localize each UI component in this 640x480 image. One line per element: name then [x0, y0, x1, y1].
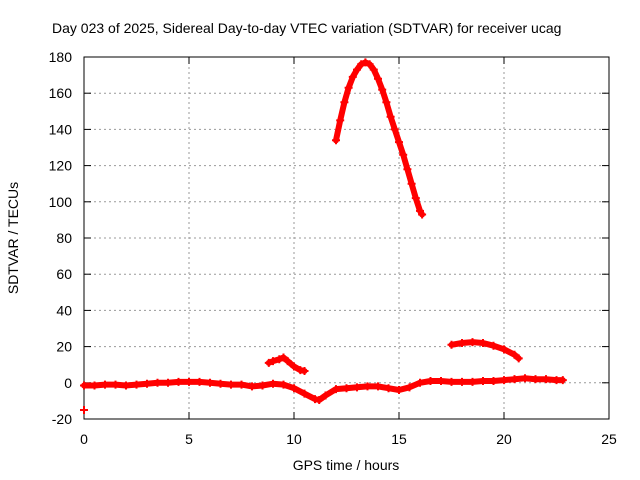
x-tick-label: 5: [185, 431, 193, 447]
y-tick-label: 160: [49, 85, 73, 101]
y-tick-label: 80: [56, 230, 72, 246]
y-tick-label: 140: [49, 121, 73, 137]
x-tick-label: 25: [601, 431, 617, 447]
y-axis: -20 0 20 40 60 80 100 120 140 160 180: [49, 49, 609, 427]
y-tick-label: 60: [56, 266, 72, 282]
x-tick-label: 15: [391, 431, 407, 447]
data-band: [81, 375, 566, 403]
y-tick-label: 120: [49, 158, 73, 174]
y-tick-label: -20: [52, 411, 72, 427]
y-tick-label: 40: [56, 302, 72, 318]
chart-title: Day 023 of 2025, Sidereal Day-to-day VTE…: [52, 20, 561, 36]
y-tick-label: 20: [56, 339, 72, 355]
y-tick-label: 100: [49, 194, 73, 210]
x-tick-label: 0: [80, 431, 88, 447]
data-band: [265, 354, 308, 374]
series-4: [80, 405, 88, 414]
y-tick-label: 180: [49, 49, 73, 65]
series-3: [447, 338, 523, 363]
series-2: [332, 58, 427, 219]
x-axis-label: GPS time / hours: [293, 457, 400, 473]
grid-lines: [84, 57, 609, 419]
x-axis: 0 5 10 15 20 25: [80, 57, 617, 447]
y-tick-label: 0: [64, 375, 72, 391]
x-tick-label: 20: [496, 431, 512, 447]
data-band: [448, 339, 522, 362]
data-point: [80, 405, 88, 414]
data-band: [333, 59, 426, 218]
series-1: [264, 353, 309, 376]
data-points: [80, 58, 567, 414]
x-tick-label: 10: [286, 431, 302, 447]
y-axis-label: SDTVAR / TECUs: [5, 182, 21, 294]
series-0: [80, 374, 567, 404]
